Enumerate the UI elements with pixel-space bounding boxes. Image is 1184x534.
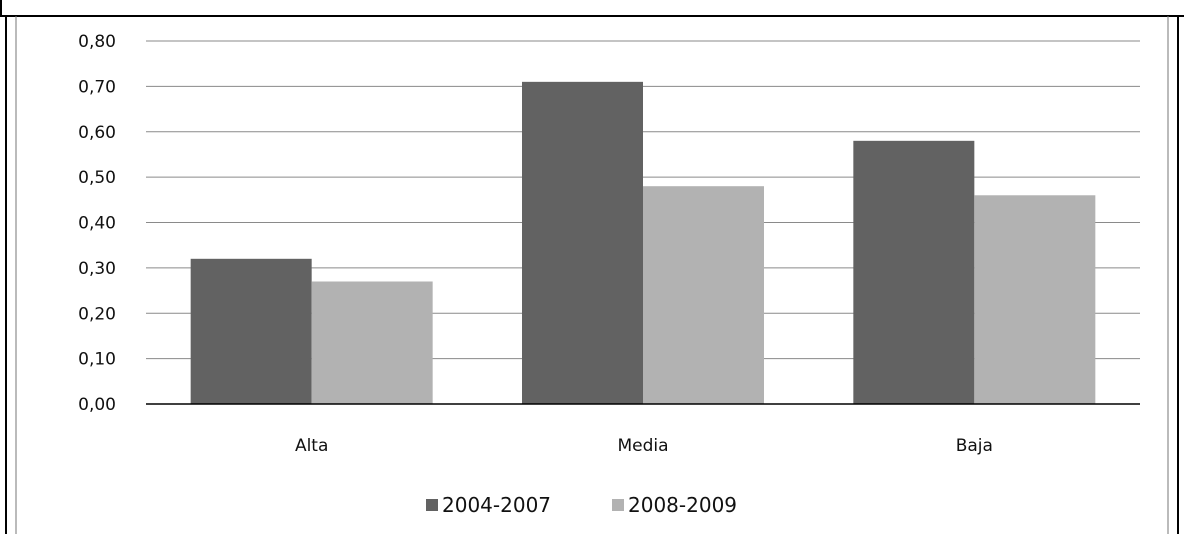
y-tick-label: 0,20 — [78, 304, 116, 324]
bar-2004-2007-Media — [522, 81, 643, 405]
y-tick-label: 0,60 — [78, 123, 116, 143]
x-category-label: Alta — [295, 436, 328, 456]
x-axis-categories: Alta Media Baja — [295, 436, 993, 456]
y-tick-label: 0,40 — [78, 214, 116, 234]
legend-label: 2008-2009 — [628, 493, 737, 517]
y-tick-label: 0,00 — [78, 395, 116, 415]
bar-2008-2009-Baja — [974, 195, 1096, 404]
y-tick-label: 0,10 — [78, 350, 116, 370]
legend-label: 2004-2007 — [442, 493, 551, 517]
legend-swatch — [426, 499, 438, 511]
y-axis-ticks: 0,00 0,10 0,20 0,30 0,40 0,50 0,60 0,70 0,80 — [78, 32, 116, 415]
bar-2008-2009-Alta — [311, 281, 433, 404]
bars — [190, 81, 1096, 405]
bar-2004-2007-Alta — [190, 258, 312, 404]
legend-swatch — [612, 499, 624, 511]
legend: 2004-2007 2008-2009 — [426, 493, 737, 517]
y-tick-label: 0,70 — [78, 77, 116, 97]
x-category-label: Baja — [956, 436, 993, 456]
y-tick-label: 0,80 — [78, 32, 116, 52]
y-tick-label: 0,50 — [78, 168, 116, 188]
bar-2004-2007-Baja — [853, 140, 975, 404]
y-tick-label: 0,30 — [78, 259, 116, 279]
bar-2008-2009-Media — [643, 186, 764, 404]
x-category-label: Media — [617, 436, 668, 456]
